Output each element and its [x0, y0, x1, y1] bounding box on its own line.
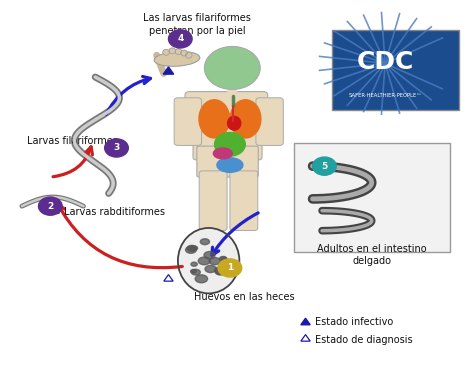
Ellipse shape: [201, 239, 210, 245]
Ellipse shape: [185, 246, 196, 253]
FancyBboxPatch shape: [331, 30, 459, 110]
FancyBboxPatch shape: [174, 98, 201, 145]
Polygon shape: [227, 90, 238, 96]
Text: 3: 3: [113, 143, 119, 153]
Ellipse shape: [191, 262, 197, 266]
Ellipse shape: [219, 256, 227, 261]
Circle shape: [205, 47, 260, 89]
Ellipse shape: [205, 265, 216, 273]
Circle shape: [105, 139, 128, 157]
FancyBboxPatch shape: [256, 98, 283, 145]
FancyBboxPatch shape: [197, 146, 258, 177]
Ellipse shape: [209, 258, 220, 265]
Circle shape: [168, 30, 192, 48]
Ellipse shape: [221, 257, 227, 261]
Ellipse shape: [217, 158, 243, 172]
Text: SAFER·HEALTHIER·PEOPLE™: SAFER·HEALTHIER·PEOPLE™: [348, 93, 422, 98]
Ellipse shape: [175, 49, 182, 54]
Ellipse shape: [155, 52, 200, 66]
Ellipse shape: [228, 116, 241, 130]
Ellipse shape: [198, 257, 210, 265]
Ellipse shape: [195, 275, 208, 283]
Ellipse shape: [187, 245, 197, 251]
Ellipse shape: [191, 246, 198, 250]
Text: 5: 5: [321, 162, 328, 171]
Text: CDC: CDC: [356, 50, 414, 74]
Ellipse shape: [191, 269, 196, 273]
Ellipse shape: [199, 100, 230, 138]
FancyBboxPatch shape: [294, 142, 450, 251]
Ellipse shape: [191, 269, 201, 275]
FancyBboxPatch shape: [193, 94, 262, 160]
Text: 4: 4: [177, 34, 183, 43]
FancyBboxPatch shape: [185, 92, 268, 124]
FancyBboxPatch shape: [230, 171, 258, 230]
Circle shape: [218, 259, 242, 277]
Circle shape: [38, 197, 62, 215]
Polygon shape: [301, 318, 310, 325]
Ellipse shape: [213, 148, 232, 159]
FancyBboxPatch shape: [199, 171, 227, 230]
Ellipse shape: [178, 228, 239, 293]
Ellipse shape: [215, 269, 226, 275]
Circle shape: [313, 157, 336, 175]
Ellipse shape: [169, 48, 175, 54]
Text: Las larvas filariformes
penetran por la piel: Las larvas filariformes penetran por la …: [143, 13, 251, 35]
Ellipse shape: [163, 50, 169, 55]
Text: Adultos en el intestino
delgado: Adultos en el intestino delgado: [317, 244, 427, 266]
Ellipse shape: [230, 100, 261, 138]
Ellipse shape: [186, 53, 192, 58]
Text: Estado infectivo: Estado infectivo: [315, 318, 393, 327]
Text: Larvas filariformes: Larvas filariformes: [27, 136, 118, 146]
Ellipse shape: [215, 267, 227, 274]
Ellipse shape: [181, 50, 187, 56]
Ellipse shape: [215, 132, 245, 156]
Text: 1: 1: [227, 264, 233, 272]
Text: 2: 2: [47, 201, 54, 211]
Text: Estado de diagnosis: Estado de diagnosis: [315, 335, 412, 345]
Text: Huevos en las heces: Huevos en las heces: [194, 292, 295, 302]
Polygon shape: [163, 67, 173, 74]
Ellipse shape: [204, 251, 215, 259]
Text: Larvas rabditiformes: Larvas rabditiformes: [64, 207, 165, 217]
